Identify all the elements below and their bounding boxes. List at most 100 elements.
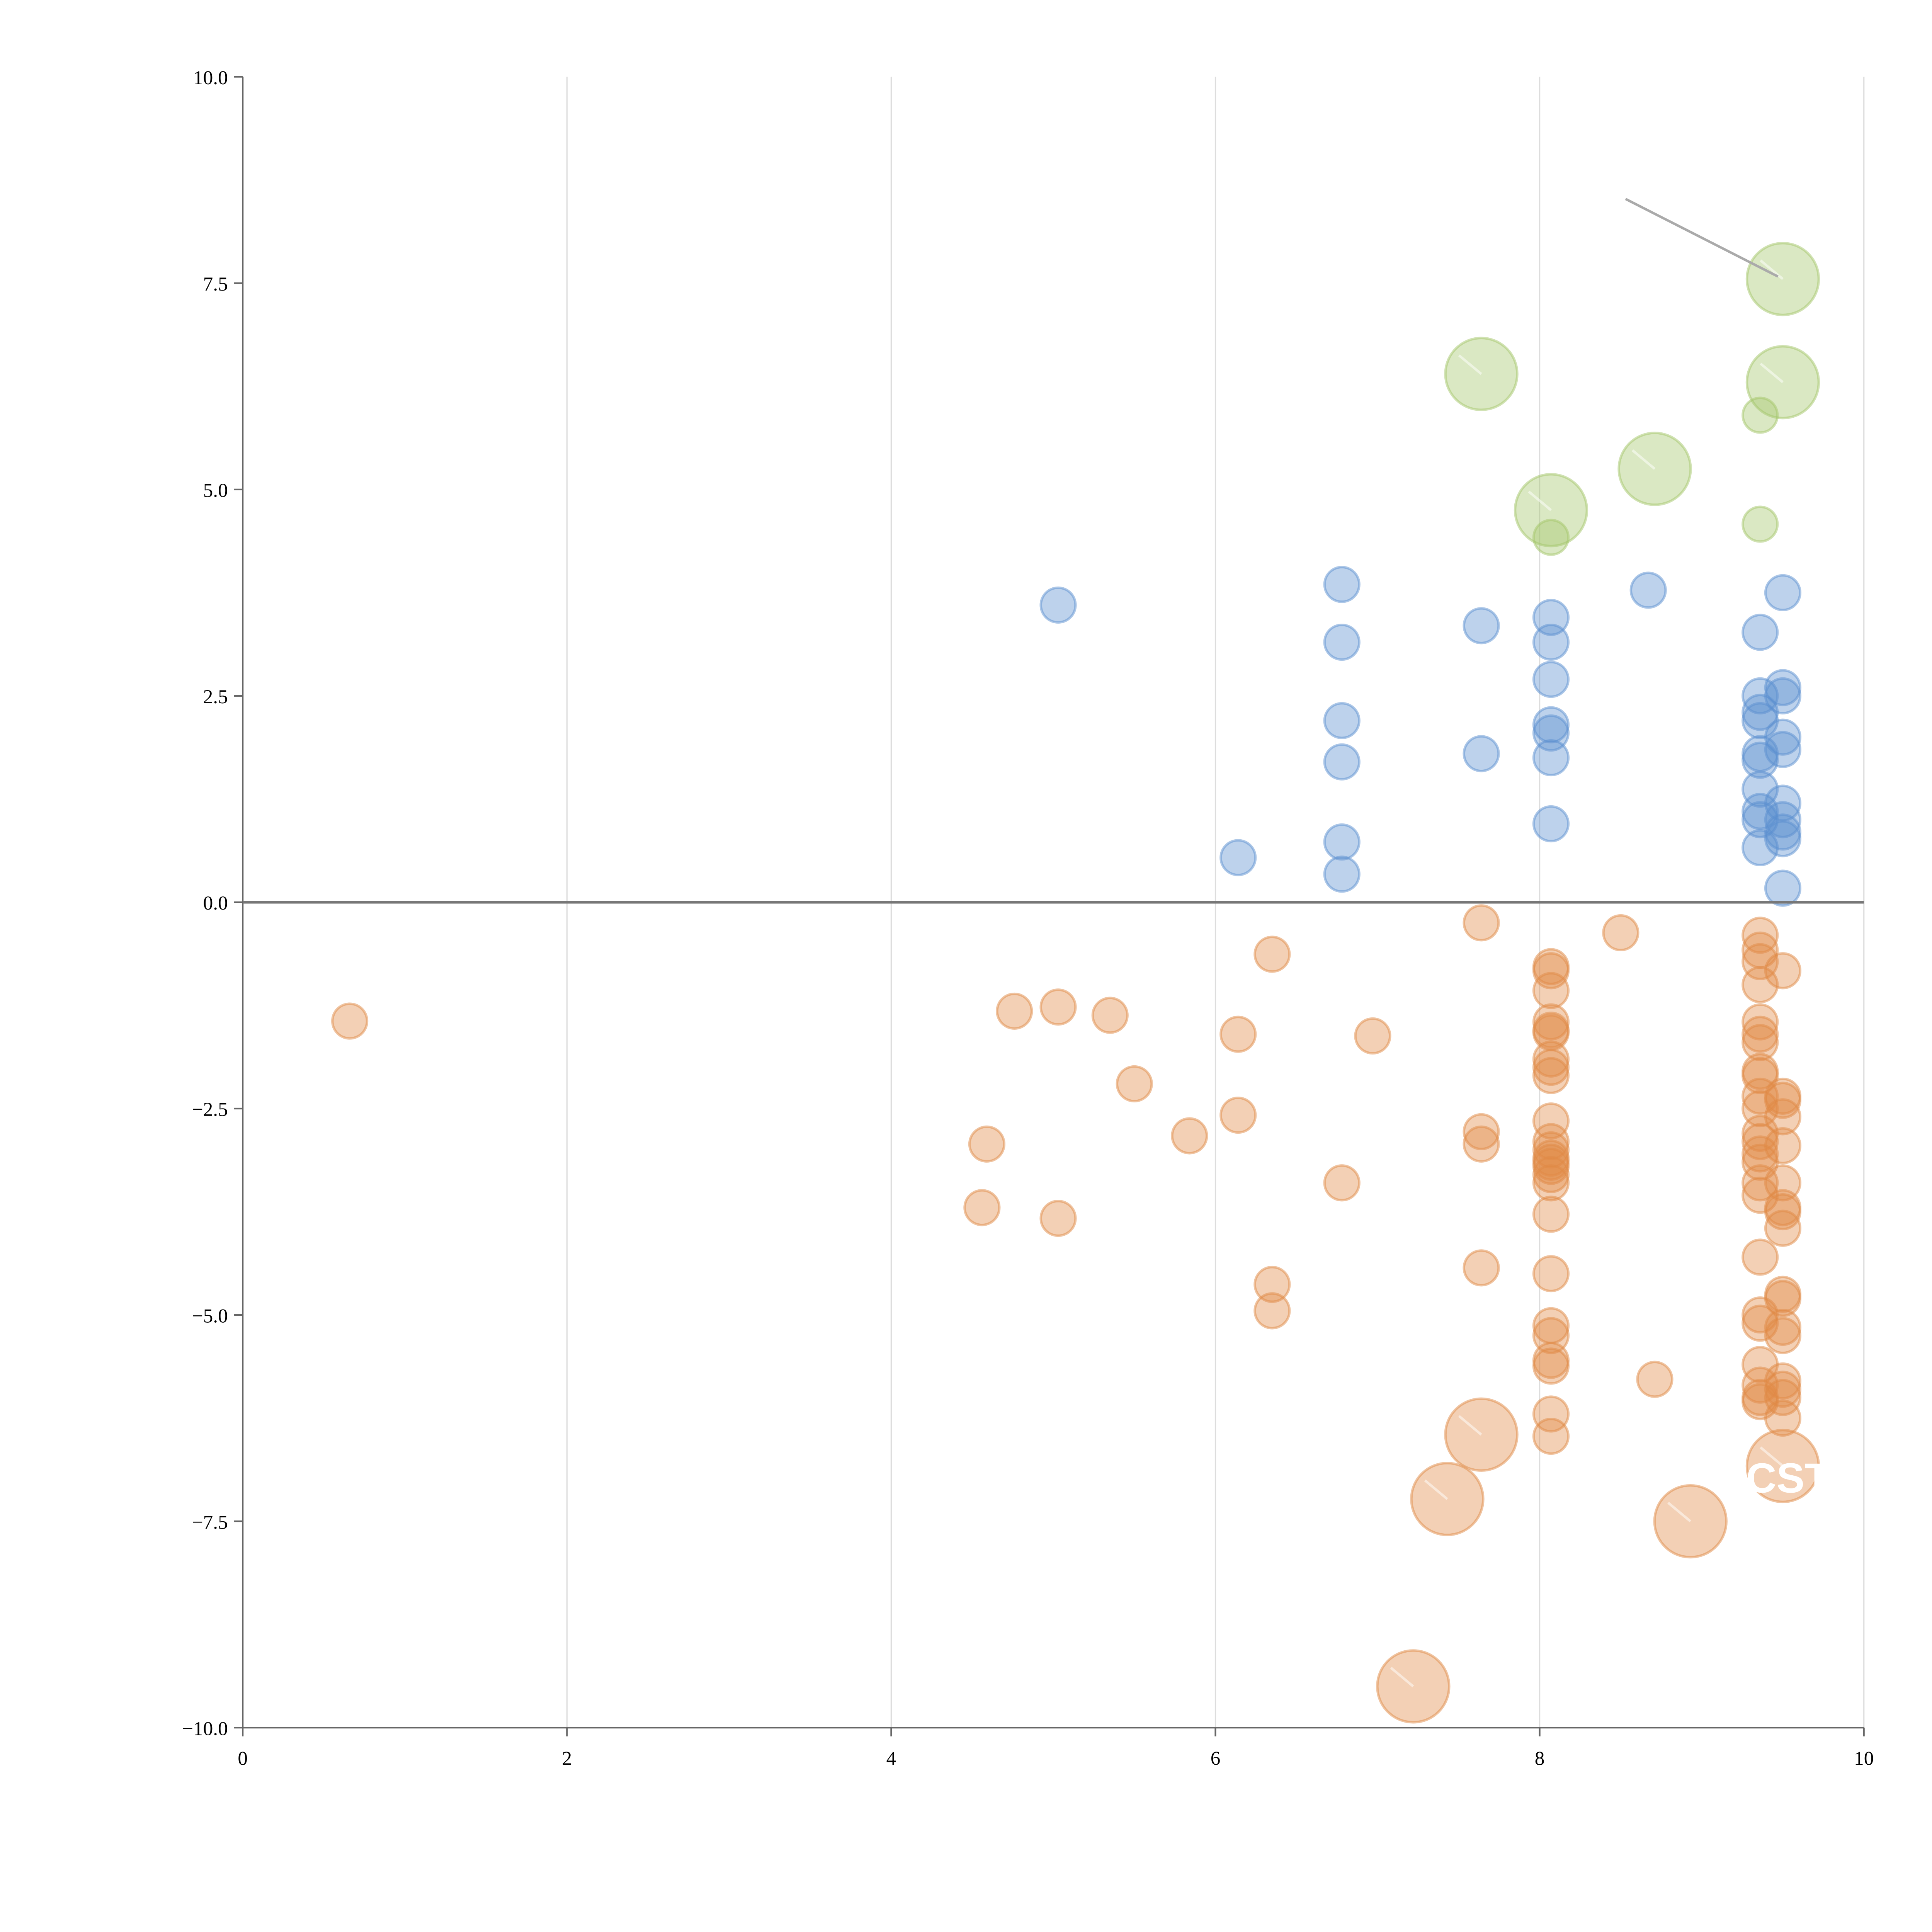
data-point-negative xyxy=(1764,1317,1802,1354)
x-tick-label: 8 xyxy=(1535,1747,1545,1769)
data-point-positive xyxy=(1219,839,1257,876)
data-point-negative xyxy=(1764,1399,1802,1437)
data-point-positive xyxy=(1742,742,1779,779)
data-point-negative xyxy=(968,1125,1006,1163)
data-point-positive xyxy=(1532,661,1570,698)
data-point-positive xyxy=(1764,820,1802,857)
data-point-positive xyxy=(1463,735,1500,772)
data-point-negative xyxy=(1532,1049,1570,1086)
data-point-negative xyxy=(1764,1379,1802,1416)
data-point-negative xyxy=(1253,935,1291,973)
annotation-label: SCST xyxy=(1718,1454,1830,1502)
data-point-negative xyxy=(1742,1238,1779,1276)
annotations: SCST xyxy=(1390,198,1830,1687)
data-point-highlight-positive xyxy=(1742,505,1779,543)
label-connector xyxy=(1424,1479,1448,1500)
label-connector xyxy=(1631,449,1656,470)
data-point-negative xyxy=(1532,1347,1570,1385)
data-point-negative xyxy=(1742,917,1779,954)
label-connector-grey xyxy=(1625,198,1779,278)
data-point-negative xyxy=(1742,1304,1779,1342)
data-point-negative xyxy=(1219,1097,1257,1134)
data-point-negative xyxy=(996,992,1033,1030)
data-point-highlight-positive xyxy=(1532,519,1570,556)
data-point-negative xyxy=(1532,1164,1570,1202)
data-point-negative xyxy=(1039,988,1077,1026)
data-point-negative xyxy=(1764,1098,1802,1136)
data-point-positive xyxy=(1323,702,1361,740)
data-point-positive xyxy=(1764,801,1802,838)
data-point-negative xyxy=(1742,1015,1779,1053)
data-point-positive xyxy=(1323,823,1361,861)
data-point-positive xyxy=(1323,566,1361,603)
data-point-positive xyxy=(1323,623,1361,661)
data-point-negative xyxy=(1463,1113,1500,1150)
data-point-negative xyxy=(963,1189,1001,1226)
data-point-negative xyxy=(1742,1003,1779,1041)
label-connector xyxy=(1528,490,1552,511)
data-point-positive xyxy=(1532,805,1570,843)
data-point-negative xyxy=(1091,997,1129,1034)
x-tick-label: 0 xyxy=(238,1747,248,1769)
label-connector xyxy=(1458,1415,1482,1436)
data-point-positive xyxy=(1764,731,1802,768)
data-point-highlight-negative xyxy=(1653,1484,1728,1559)
data-point-negative xyxy=(1532,1057,1570,1094)
data-point-highlight-positive xyxy=(1617,432,1692,506)
data-point-negative xyxy=(1039,1200,1077,1237)
x-tick-label: 2 xyxy=(562,1747,572,1769)
data-point-positive xyxy=(1323,855,1361,893)
data-point-positive xyxy=(1764,677,1802,714)
x-tick-label: 6 xyxy=(1211,1747,1221,1769)
data-point-negative xyxy=(1742,1135,1779,1173)
y-tick-label: −2.5 xyxy=(192,1099,228,1121)
data-point-negative xyxy=(1764,1209,1802,1247)
data-point-positive xyxy=(1039,586,1077,624)
label-connector xyxy=(1458,354,1482,375)
data-point-positive xyxy=(1764,669,1802,706)
data-point-positive xyxy=(1532,623,1570,661)
data-point-negative xyxy=(1764,1127,1802,1165)
y-tick-label: 10.0 xyxy=(193,67,228,89)
y-tick-label: −10.0 xyxy=(182,1718,228,1740)
data-point-negative xyxy=(1764,1309,1802,1346)
data-points xyxy=(331,242,1820,1724)
label-connector xyxy=(1667,1502,1691,1522)
label-connector xyxy=(1760,1446,1784,1467)
data-point-negative xyxy=(331,1002,369,1040)
data-point-negative xyxy=(1532,1196,1570,1233)
data-point-negative xyxy=(1219,1015,1257,1053)
data-point-negative xyxy=(1764,1280,1802,1317)
x-tick-label: 4 xyxy=(886,1747,896,1769)
data-point-positive xyxy=(1463,607,1500,645)
axes: 0 2 4 6 8 10 10.0 7.5 5.0 2.5 0.0 −2.5 −5.0 −7.5 −10.0 xyxy=(182,67,1874,1769)
data-point-negative xyxy=(1764,952,1802,990)
data-point-negative xyxy=(1532,1102,1570,1140)
data-point-positive xyxy=(1742,614,1779,651)
label-connector xyxy=(1390,1667,1414,1687)
data-point-negative xyxy=(1323,1164,1361,1202)
data-point-negative xyxy=(1742,1123,1779,1160)
y-tick-label: 2.5 xyxy=(203,686,228,708)
y-tick-label: 0.0 xyxy=(203,892,228,914)
data-point-negative xyxy=(1602,914,1639,952)
data-point-negative xyxy=(1764,1371,1802,1408)
data-point-negative xyxy=(1463,1249,1500,1287)
data-point-negative xyxy=(1116,1065,1153,1102)
y-tick-label: −7.5 xyxy=(192,1511,228,1533)
data-point-positive xyxy=(1764,574,1802,611)
data-point-positive xyxy=(1629,571,1667,609)
data-point-negative xyxy=(1532,1003,1570,1041)
data-point-negative xyxy=(1463,904,1500,942)
data-point-negative xyxy=(1636,1361,1673,1398)
label-connector xyxy=(1760,259,1784,280)
x-tick-label: 10 xyxy=(1854,1747,1874,1769)
data-point-negative xyxy=(1532,1156,1570,1193)
data-point-negative xyxy=(1171,1117,1208,1155)
y-tick-label: 5.0 xyxy=(203,480,228,502)
data-point-negative xyxy=(1253,1265,1291,1303)
data-point-negative xyxy=(1532,972,1570,1009)
data-point-negative xyxy=(1742,1024,1779,1061)
data-point-positive xyxy=(1764,718,1802,756)
data-point-negative xyxy=(1532,1417,1570,1455)
